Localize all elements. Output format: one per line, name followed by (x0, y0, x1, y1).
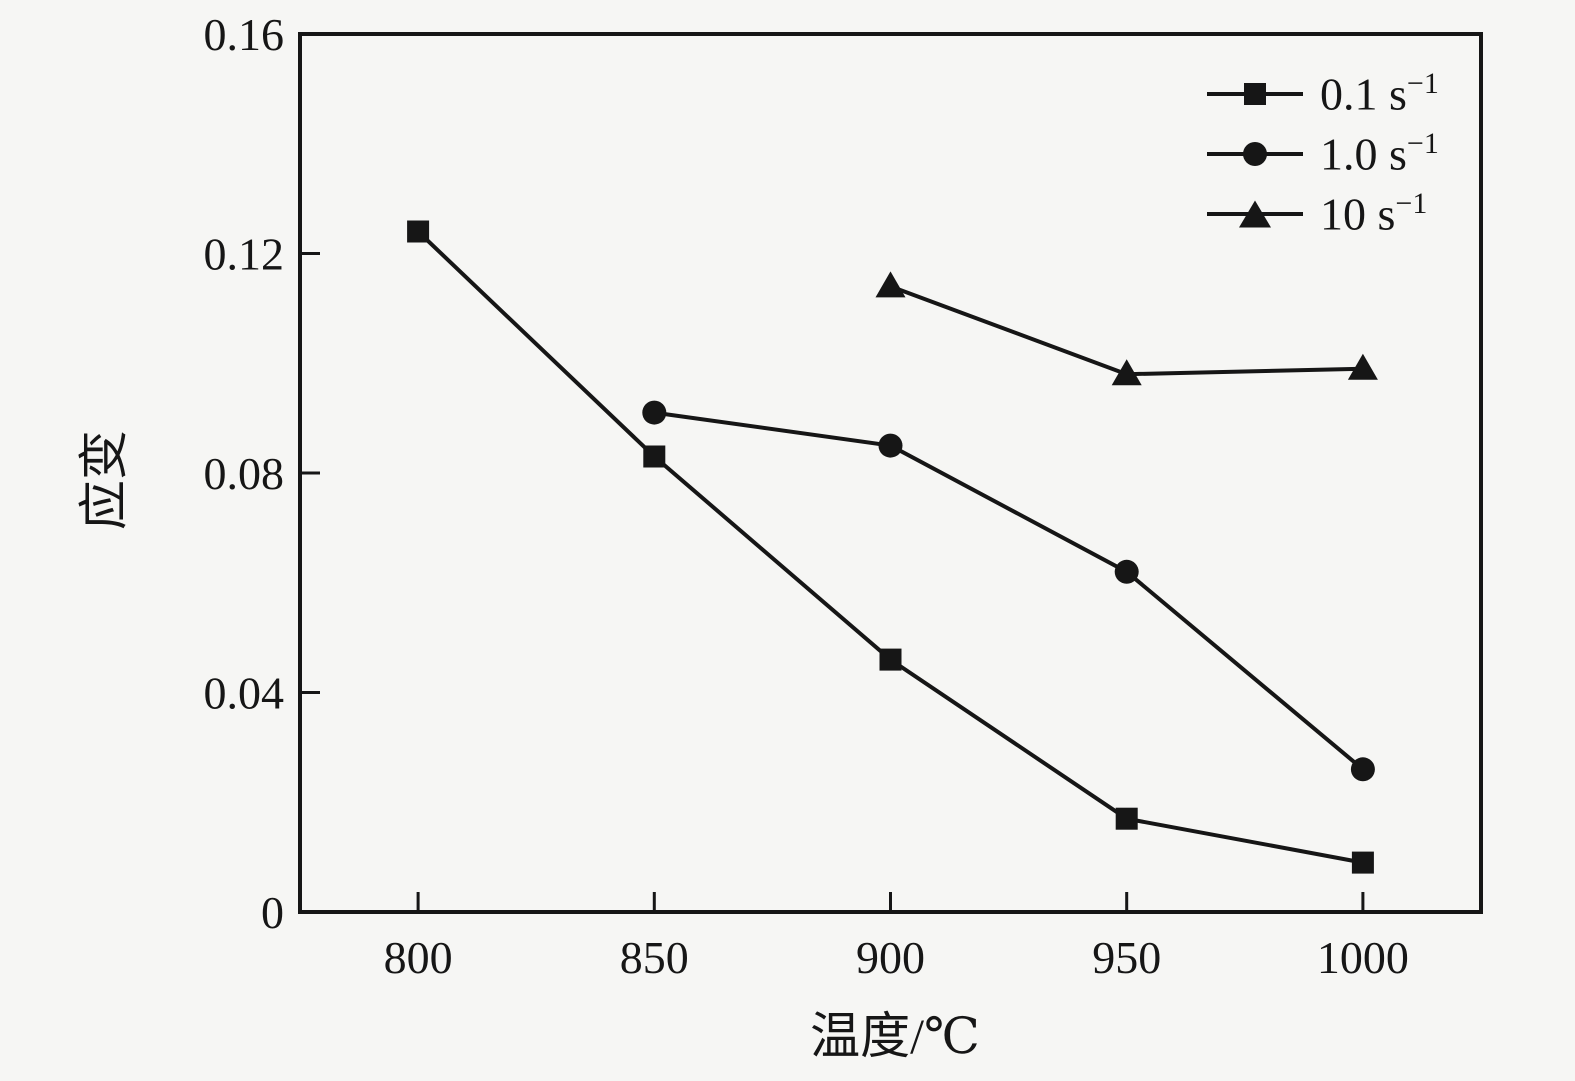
svg-text:0.16: 0.16 (204, 9, 285, 60)
svg-text:950: 950 (1092, 932, 1161, 983)
legend-item-1-0s: 1.0 s−1 (1207, 124, 1439, 184)
legend-label-base: 1.0 s (1320, 128, 1407, 180)
svg-text:1000: 1000 (1317, 932, 1409, 983)
legend-label: 1.0 s−1 (1320, 127, 1439, 180)
legend-label-exponent: −1 (1406, 127, 1439, 161)
legend-label-exponent: −1 (1395, 187, 1428, 221)
legend-item-0-1s: 0.1 s−1 (1207, 64, 1439, 124)
legend-line-sample (1207, 142, 1303, 166)
legend-line-sample (1207, 200, 1303, 228)
legend-item-10s: 10 s−1 (1207, 184, 1439, 244)
legend-label: 0.1 s−1 (1320, 67, 1439, 120)
legend-label-exponent: −1 (1406, 67, 1439, 101)
square-marker-icon (1244, 83, 1266, 105)
svg-text:0.04: 0.04 (204, 668, 285, 719)
legend-label-base: 10 s (1320, 188, 1396, 240)
svg-text:0: 0 (261, 887, 284, 938)
triangle-marker-icon (1239, 200, 1271, 228)
circle-marker-icon (1243, 142, 1267, 166)
legend: 0.1 s−1 1.0 s−1 10 s−1 (1207, 64, 1439, 244)
svg-text:900: 900 (856, 932, 925, 983)
legend-line-sample (1207, 83, 1303, 105)
svg-text:800: 800 (384, 932, 453, 983)
legend-label-base: 0.1 s (1320, 68, 1407, 120)
legend-label: 10 s−1 (1320, 187, 1427, 240)
y-axis-title: 应变 (76, 430, 132, 530)
svg-text:0.12: 0.12 (204, 229, 285, 280)
svg-text:850: 850 (620, 932, 689, 983)
x-axis-title: 温度/℃ (810, 1008, 980, 1064)
svg-text:0.08: 0.08 (204, 448, 285, 499)
